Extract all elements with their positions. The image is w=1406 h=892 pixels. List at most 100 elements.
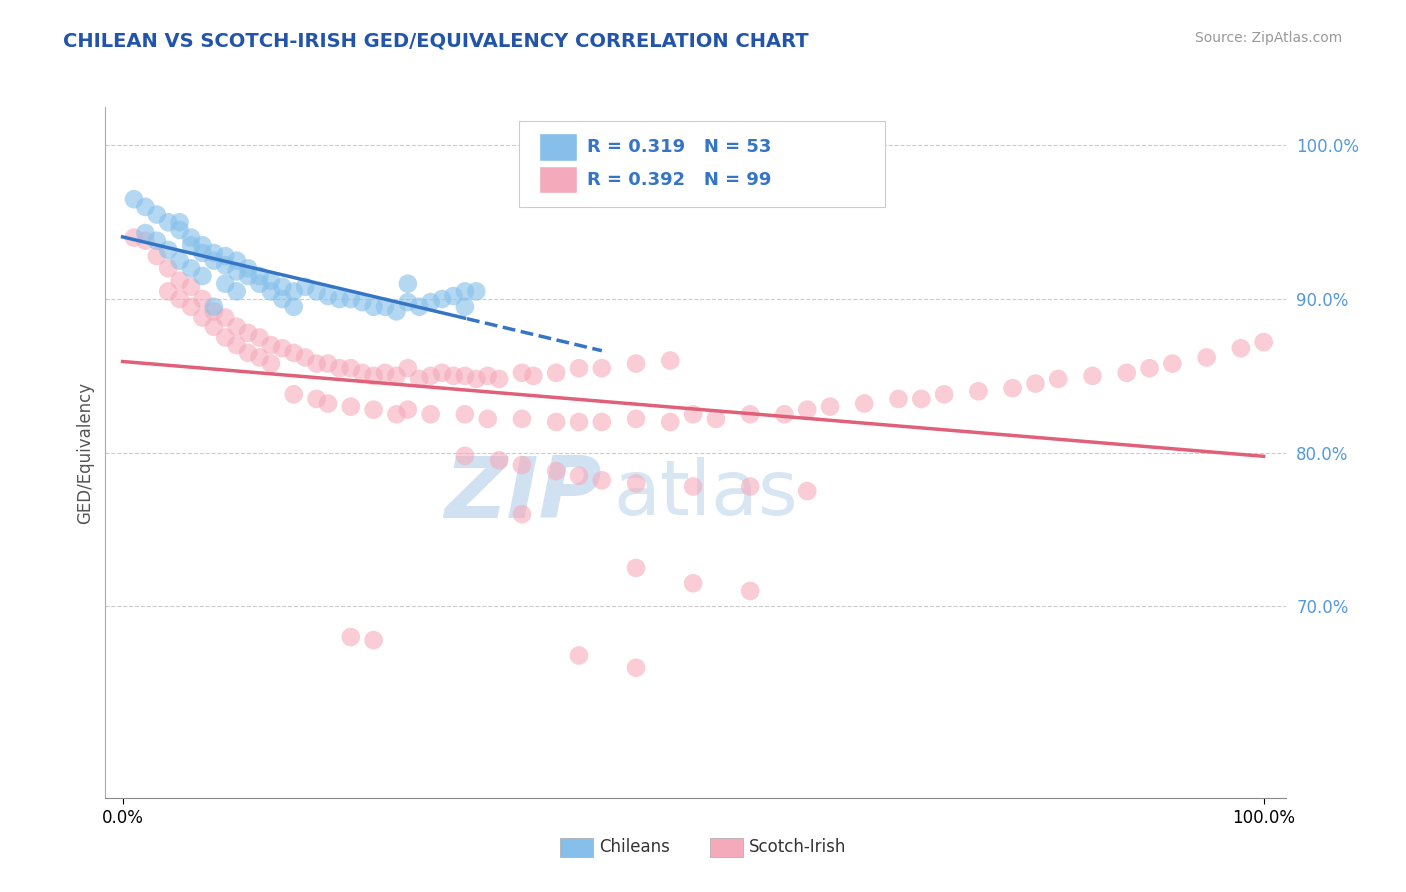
Text: Chileans: Chileans [599,838,671,856]
Point [704,412,727,426]
FancyBboxPatch shape [538,166,576,194]
Point [352,295,374,310]
Text: R = 0.319   N = 53: R = 0.319 N = 53 [588,138,772,156]
Text: Source: ZipAtlas.com: Source: ZipAtlas.com [1195,31,1343,45]
Point [659,415,682,429]
Point [591,473,613,487]
Point [454,300,477,314]
Point [283,346,305,360]
Point [591,361,613,376]
Point [328,361,350,376]
Point [294,279,316,293]
Point [214,330,236,344]
Point [305,392,328,406]
Point [1115,366,1137,380]
Point [305,285,328,299]
Point [191,238,214,252]
FancyBboxPatch shape [538,133,576,161]
Point [443,289,465,303]
Point [454,449,477,463]
Point [568,361,591,376]
Point [385,407,408,421]
Point [568,415,591,429]
Point [202,300,225,314]
Point [887,392,910,406]
Point [225,285,247,299]
Point [202,319,225,334]
Point [236,261,259,276]
Point [568,648,591,663]
Point [374,300,396,314]
Point [339,292,361,306]
Point [546,464,568,478]
Point [510,458,533,472]
Point [624,661,647,675]
Point [385,368,408,383]
Text: ZIP: ZIP [444,452,602,536]
Point [202,304,225,318]
Point [419,368,441,383]
Point [396,402,419,417]
Point [682,479,704,493]
Point [180,300,202,314]
Point [134,226,156,240]
Point [169,274,191,288]
Point [180,279,202,293]
Point [443,368,465,383]
Point [352,366,374,380]
Point [546,415,568,429]
Point [236,346,259,360]
Point [522,368,544,383]
Point [385,304,408,318]
Point [659,353,682,368]
Point [624,357,647,371]
Point [1047,372,1070,386]
Point [260,274,283,288]
Point [796,402,818,417]
Point [1195,351,1218,365]
Point [853,396,876,410]
Point [363,300,385,314]
Point [157,261,180,276]
Point [363,402,385,417]
Point [510,366,533,380]
Point [225,253,247,268]
Point [477,368,499,383]
Point [122,192,145,206]
Point [396,277,419,291]
Point [305,357,328,371]
FancyBboxPatch shape [710,838,744,857]
Point [818,400,841,414]
Point [682,576,704,591]
Point [169,223,191,237]
Point [967,384,990,399]
Point [146,208,169,222]
Point [214,277,236,291]
Point [260,357,283,371]
Point [682,407,704,421]
Point [339,400,361,414]
Y-axis label: GED/Equivalency: GED/Equivalency [76,382,94,524]
Point [283,387,305,401]
Text: Scotch-Irish: Scotch-Irish [749,838,846,856]
Point [339,361,361,376]
Point [477,412,499,426]
Point [214,258,236,272]
Point [180,230,202,244]
Point [283,285,305,299]
Point [568,468,591,483]
Point [157,243,180,257]
Point [260,285,283,299]
Point [740,407,762,421]
Point [339,630,361,644]
Point [169,253,191,268]
Point [396,295,419,310]
Point [283,300,305,314]
Point [430,366,453,380]
Point [419,295,441,310]
Point [225,338,247,352]
Point [363,633,385,648]
Point [328,292,350,306]
Point [169,292,191,306]
Point [1001,381,1024,395]
